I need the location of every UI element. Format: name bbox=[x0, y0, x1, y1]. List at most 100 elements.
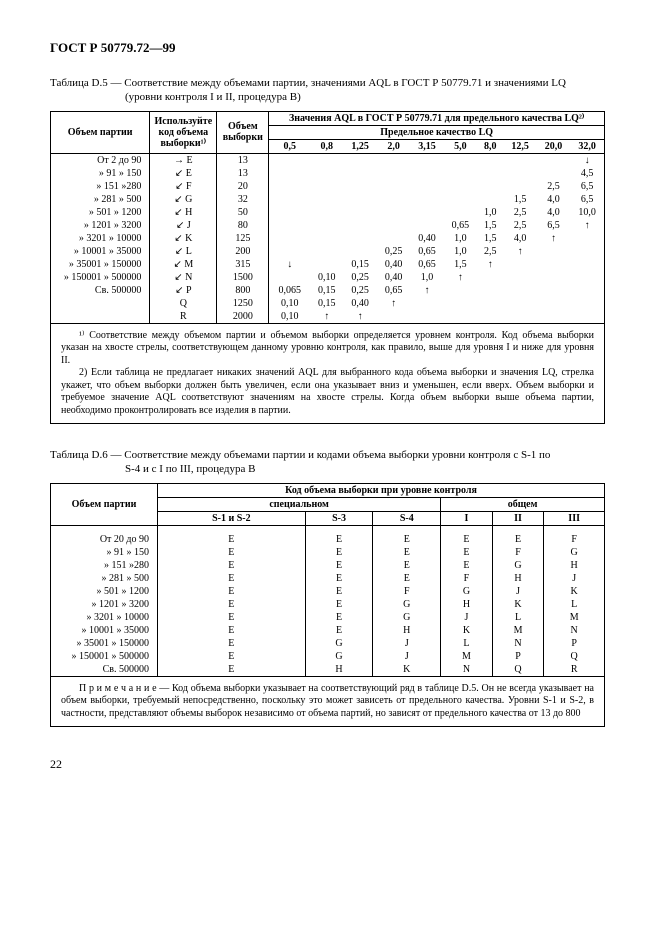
th-top-d6: Код объема выборки при уровне контроля bbox=[158, 483, 605, 497]
cell-val bbox=[444, 297, 477, 310]
th-d6-col: II bbox=[492, 511, 544, 525]
cell-val: 4,0 bbox=[537, 206, 570, 219]
table-d6-caption-main: Таблица D.6 — Соответствие между объемам… bbox=[50, 449, 550, 461]
th-lq-col: 0,5 bbox=[269, 139, 310, 153]
cell-val: E bbox=[305, 611, 373, 624]
cell-val bbox=[310, 206, 343, 219]
cell-val bbox=[537, 258, 570, 271]
cell-val: E bbox=[158, 650, 306, 663]
cell-val bbox=[537, 245, 570, 258]
table-row: От 20 до 90EEEEEF bbox=[51, 525, 605, 546]
cell-val: 0,15 bbox=[343, 258, 376, 271]
cell-lot: » 150001 » 500000 bbox=[51, 650, 158, 663]
cell-val: 0,65 bbox=[444, 219, 477, 232]
cell-val: 1,0 bbox=[410, 271, 443, 284]
cell-val bbox=[343, 245, 376, 258]
cell-n: 800 bbox=[217, 284, 269, 297]
cell-lot: » 281 » 500 bbox=[51, 193, 150, 206]
th-lq-col: 2,0 bbox=[377, 139, 410, 153]
cell-val bbox=[537, 284, 570, 297]
cell-val: 1,5 bbox=[477, 219, 503, 232]
cell-n: 13 bbox=[217, 153, 269, 167]
cell-val: E bbox=[305, 572, 373, 585]
cell-val bbox=[269, 167, 310, 180]
cell-val: K bbox=[441, 624, 493, 637]
footnote-2: 2) Если таблица не предлагает никаких зн… bbox=[61, 367, 594, 417]
cell-val bbox=[410, 167, 443, 180]
cell-val: E bbox=[305, 585, 373, 598]
cell-val: F bbox=[373, 585, 441, 598]
cell-val: E bbox=[305, 598, 373, 611]
cell-val: E bbox=[373, 525, 441, 546]
cell-val bbox=[444, 153, 477, 167]
cell-val: L bbox=[441, 637, 493, 650]
cell-val: N bbox=[544, 624, 605, 637]
cell-val bbox=[503, 271, 536, 284]
cell-val: 0,40 bbox=[343, 297, 376, 310]
cell-val: 4,0 bbox=[537, 193, 570, 206]
cell-val bbox=[269, 219, 310, 232]
cell-val bbox=[269, 153, 310, 167]
table-row: Св. 500000EHKNQR bbox=[51, 663, 605, 677]
th-d6-col: I bbox=[441, 511, 493, 525]
cell-val bbox=[310, 245, 343, 258]
cell-val bbox=[537, 153, 570, 167]
cell-val: 0,25 bbox=[343, 271, 376, 284]
cell-val: 2,5 bbox=[503, 206, 536, 219]
cell-val bbox=[570, 310, 604, 324]
cell-val: 0,15 bbox=[310, 284, 343, 297]
cell-val bbox=[503, 180, 536, 193]
th-aql: Значения AQL в ГОСТ Р 50779.71 для преде… bbox=[269, 111, 605, 125]
cell-val bbox=[310, 167, 343, 180]
cell-val bbox=[503, 153, 536, 167]
cell-val: L bbox=[544, 598, 605, 611]
cell-lot: » 91 » 150 bbox=[51, 546, 158, 559]
cell-code: ↙ E bbox=[150, 167, 217, 180]
cell-val: E bbox=[158, 663, 306, 677]
cell-val bbox=[477, 153, 503, 167]
table-row: Св. 500000↙ P8000,0650,150,250,65↑ bbox=[51, 284, 605, 297]
cell-val bbox=[310, 258, 343, 271]
table-d6-note-wrap: П р и м е ч а н и е — Код объема выборки… bbox=[50, 677, 605, 728]
cell-val: N bbox=[441, 663, 493, 677]
cell-val: G bbox=[305, 637, 373, 650]
table-row: » 1201 » 3200EEGHKL bbox=[51, 598, 605, 611]
cell-val bbox=[310, 232, 343, 245]
cell-lot: От 20 до 90 bbox=[51, 525, 158, 546]
cell-val bbox=[537, 167, 570, 180]
cell-val: K bbox=[492, 598, 544, 611]
cell-val: 1,0 bbox=[444, 245, 477, 258]
cell-lot: » 35001 » 150000 bbox=[51, 637, 158, 650]
cell-val bbox=[377, 219, 410, 232]
cell-val bbox=[410, 193, 443, 206]
cell-code: ↙ G bbox=[150, 193, 217, 206]
cell-val: Q bbox=[544, 650, 605, 663]
table-row: » 35001 » 150000↙ M315↓0,150,400,651,5↑ bbox=[51, 258, 605, 271]
cell-val: H bbox=[373, 624, 441, 637]
cell-val: H bbox=[544, 559, 605, 572]
cell-val: G bbox=[544, 546, 605, 559]
cell-val: E bbox=[158, 525, 306, 546]
cell-val: L bbox=[492, 611, 544, 624]
cell-val: 2,5 bbox=[537, 180, 570, 193]
th-general: общем bbox=[441, 497, 605, 511]
cell-lot: » 3201 » 10000 bbox=[51, 232, 150, 245]
cell-val: G bbox=[373, 598, 441, 611]
cell-val: 0,65 bbox=[410, 245, 443, 258]
cell-val bbox=[503, 167, 536, 180]
table-row: » 35001 » 150000EGJLNP bbox=[51, 637, 605, 650]
th-lq-col: 20,0 bbox=[537, 139, 570, 153]
cell-val: G bbox=[373, 611, 441, 624]
cell-val: G bbox=[305, 650, 373, 663]
cell-val bbox=[477, 284, 503, 297]
cell-val: J bbox=[544, 572, 605, 585]
cell-val: 6,5 bbox=[537, 219, 570, 232]
table-row: » 150001 » 500000EGJMPQ bbox=[51, 650, 605, 663]
table-row: Q12500,100,150,40↑ bbox=[51, 297, 605, 310]
table-d5-footnotes: ¹⁾ Соответствие между объемом партии и о… bbox=[50, 324, 605, 425]
cell-val bbox=[570, 284, 604, 297]
cell-lot: » 10001 » 35000 bbox=[51, 245, 150, 258]
th-sample: Объем выборки bbox=[217, 111, 269, 153]
cell-val: 0,065 bbox=[269, 284, 310, 297]
cell-val bbox=[269, 193, 310, 206]
